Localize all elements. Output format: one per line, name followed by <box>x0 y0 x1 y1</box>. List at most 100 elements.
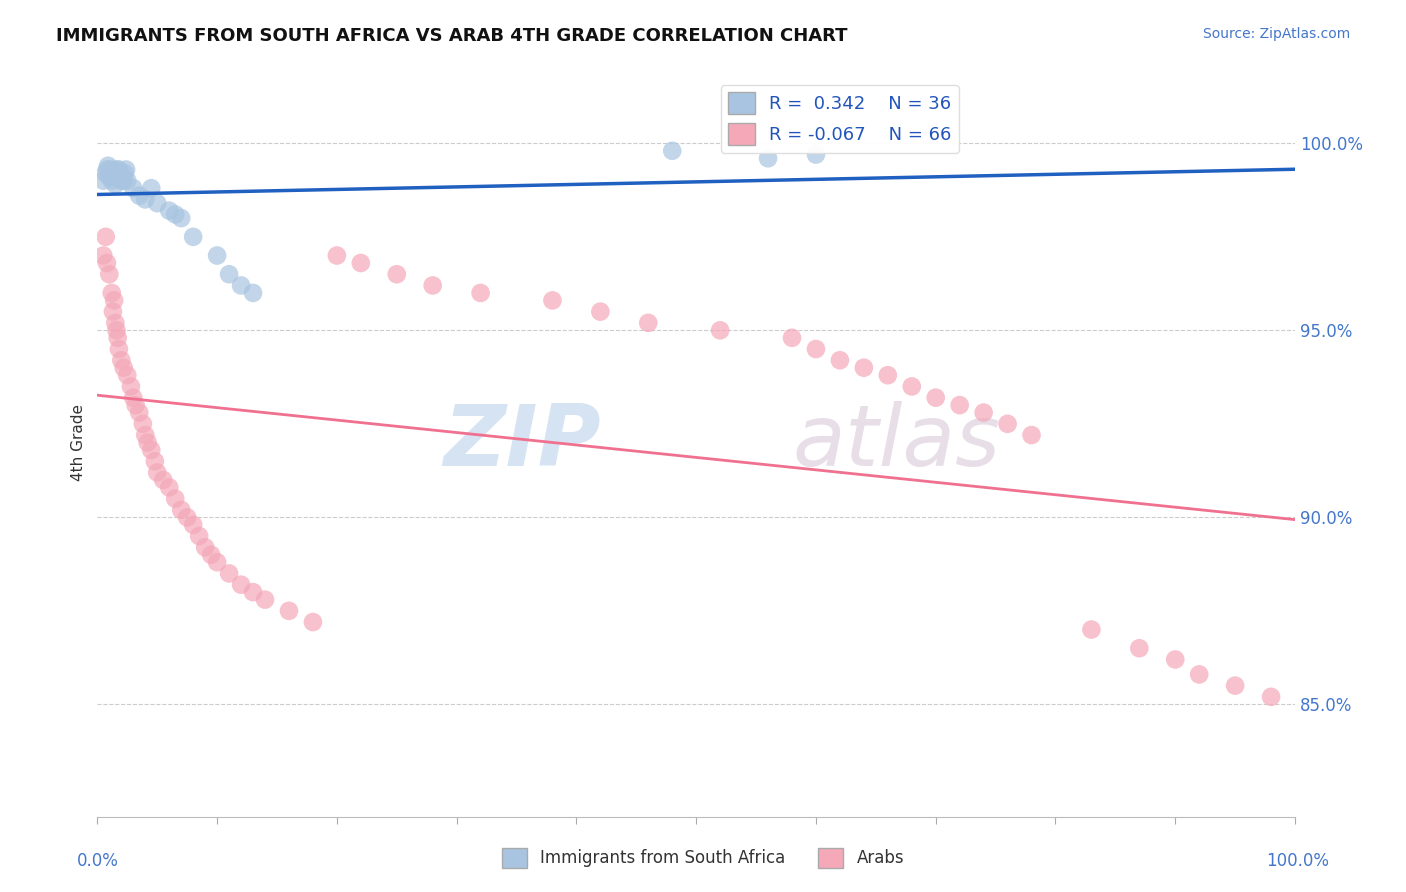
Point <box>278 604 301 618</box>
Point <box>128 188 150 202</box>
Text: 100.0%: 100.0% <box>1265 852 1329 870</box>
Point <box>98 267 121 281</box>
Point <box>973 406 995 420</box>
Point <box>100 174 122 188</box>
Point <box>188 529 211 543</box>
Point <box>242 585 264 599</box>
Point <box>1128 641 1150 656</box>
Point <box>302 615 325 629</box>
Text: IMMIGRANTS FROM SOUTH AFRICA VS ARAB 4TH GRADE CORRELATION CHART: IMMIGRANTS FROM SOUTH AFRICA VS ARAB 4TH… <box>56 27 848 45</box>
Point <box>107 169 129 184</box>
Point <box>541 293 564 308</box>
Point <box>1223 679 1246 693</box>
Point <box>804 342 827 356</box>
Point <box>900 379 922 393</box>
Point <box>709 323 731 337</box>
Point <box>828 353 851 368</box>
Point <box>134 428 156 442</box>
Point <box>181 517 204 532</box>
Point <box>107 331 129 345</box>
Point <box>470 285 492 300</box>
Point <box>132 417 155 431</box>
Point <box>157 203 180 218</box>
Point <box>253 592 276 607</box>
Point <box>170 503 193 517</box>
Point <box>97 159 120 173</box>
Point <box>134 193 156 207</box>
Point <box>122 391 145 405</box>
Point <box>1260 690 1282 704</box>
Point <box>385 267 408 281</box>
Point <box>117 174 139 188</box>
Point <box>152 473 174 487</box>
Point <box>143 454 166 468</box>
Point <box>141 181 163 195</box>
Point <box>194 541 217 555</box>
Point <box>105 162 128 177</box>
Point <box>242 285 264 300</box>
Point <box>105 323 128 337</box>
Point <box>229 577 252 591</box>
Point <box>128 406 150 420</box>
Point <box>110 353 132 368</box>
Point <box>1164 652 1187 666</box>
Point <box>96 162 118 177</box>
Point <box>1188 667 1211 681</box>
Point <box>146 466 169 480</box>
Point <box>117 368 139 383</box>
Point <box>91 248 114 262</box>
Point <box>637 316 659 330</box>
Point <box>112 174 135 188</box>
Point <box>780 331 803 345</box>
Point <box>115 162 138 177</box>
Point <box>589 304 612 318</box>
Point <box>1021 428 1043 442</box>
Point <box>146 196 169 211</box>
Point <box>96 256 118 270</box>
Text: Source: ZipAtlas.com: Source: ZipAtlas.com <box>1202 27 1350 41</box>
Point <box>1080 623 1102 637</box>
Legend: R =  0.342    N = 36, R = -0.067    N = 66: R = 0.342 N = 36, R = -0.067 N = 66 <box>721 85 959 153</box>
Point <box>756 151 779 165</box>
Point <box>114 166 136 180</box>
Point <box>108 166 131 180</box>
Point <box>997 417 1019 431</box>
Point <box>165 491 187 506</box>
Point <box>661 144 683 158</box>
Point <box>98 169 121 184</box>
Point <box>103 293 125 308</box>
Point <box>925 391 948 405</box>
Point <box>101 304 124 318</box>
Point <box>804 147 827 161</box>
Text: 0.0%: 0.0% <box>77 852 120 870</box>
Point <box>326 248 349 262</box>
Point <box>205 555 228 569</box>
Point <box>170 211 193 226</box>
Point <box>103 169 125 184</box>
Text: ZIP: ZIP <box>443 401 600 484</box>
Point <box>218 566 240 581</box>
Point <box>124 398 146 412</box>
Point <box>200 548 222 562</box>
Point <box>136 435 159 450</box>
Point <box>350 256 373 270</box>
Point <box>104 178 127 192</box>
Point <box>100 285 122 300</box>
Point <box>422 278 444 293</box>
Point <box>91 174 114 188</box>
Point <box>110 174 132 188</box>
Point <box>112 360 135 375</box>
Point <box>852 360 875 375</box>
Point <box>141 442 163 457</box>
Legend: Immigrants from South Africa, Arabs: Immigrants from South Africa, Arabs <box>495 841 911 875</box>
Point <box>157 480 180 494</box>
Point <box>229 278 252 293</box>
Point <box>111 169 134 184</box>
Point <box>122 181 145 195</box>
Point <box>108 162 131 177</box>
Point <box>100 162 122 177</box>
Point <box>949 398 972 412</box>
Point <box>876 368 898 383</box>
Point <box>94 166 117 180</box>
Point <box>104 316 127 330</box>
